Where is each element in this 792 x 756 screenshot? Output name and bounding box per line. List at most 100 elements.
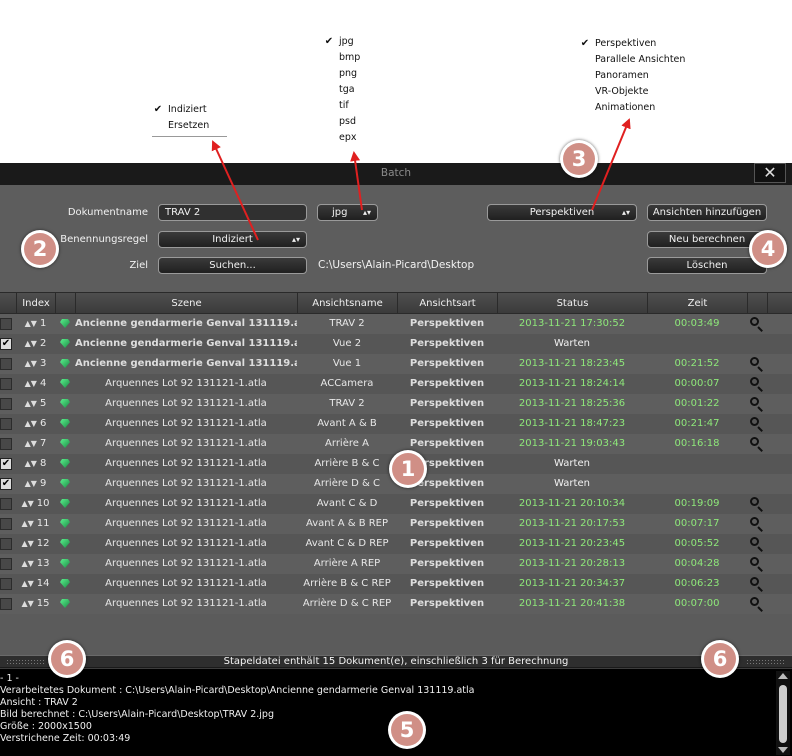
row-checkbox[interactable]: ✔ (0, 338, 12, 350)
row-index[interactable]: ▲▼ 6 (16, 414, 55, 434)
row-index[interactable]: ▲▼ 14 (16, 574, 55, 594)
up-down-arrows-icon[interactable]: ▲▼ (24, 359, 37, 368)
row-index[interactable]: ▲▼ 12 (16, 534, 55, 554)
magnifier-icon[interactable] (750, 317, 764, 332)
row-checkbox[interactable]: ✔ (0, 478, 12, 490)
magnifier-icon[interactable] (750, 377, 764, 392)
up-down-arrows-icon[interactable]: ▲▼ (24, 459, 37, 468)
resize-grip-left[interactable] (6, 659, 46, 664)
up-down-arrows-icon[interactable]: ▲▼ (21, 579, 34, 588)
add-views-button[interactable]: Ansichten hinzufügen (647, 204, 767, 221)
row-checkbox[interactable] (0, 578, 12, 590)
delete-button[interactable]: Löschen (647, 257, 767, 274)
row-index[interactable]: ▲▼ 1 (16, 314, 55, 334)
row-checkbox[interactable] (0, 438, 12, 450)
table-row[interactable]: ▲▼ 3 Ancienne gendarmerie Genval 131119.at… (0, 354, 792, 374)
menu-item-png[interactable]: png (323, 66, 360, 82)
resize-grip-right[interactable] (746, 659, 786, 664)
header-scene[interactable]: Szene (75, 293, 297, 314)
table-row[interactable]: ▲▼ 15 Arquennes Lot 92 131121-1.atla Arrièr… (0, 594, 792, 614)
magnifier-icon[interactable] (750, 357, 764, 372)
magnifier-icon[interactable] (750, 597, 764, 612)
magnifier-icon[interactable] (750, 437, 764, 452)
scroll-thumb[interactable] (779, 685, 787, 743)
menu-item-ersetzen[interactable]: Ersetzen (152, 118, 227, 134)
recompute-button[interactable]: Neu berechnen (647, 231, 767, 248)
up-down-arrows-icon[interactable]: ▲▼ (21, 539, 34, 548)
row-index[interactable]: ▲▼ 9 (16, 474, 55, 494)
close-button[interactable]: ✕ (754, 163, 786, 183)
header-view-type[interactable]: Ansichtsart (397, 293, 497, 314)
row-index[interactable]: ▲▼ 10 (16, 494, 55, 514)
row-checkbox[interactable] (0, 498, 12, 510)
menu-item-panoramen[interactable]: Panoramen (579, 68, 685, 84)
magnifier-icon[interactable] (750, 537, 764, 552)
menu-item-tga[interactable]: tga (323, 82, 360, 98)
row-index[interactable]: ▲▼ 15 (16, 594, 55, 614)
row-index[interactable]: ▲▼ 4 (16, 374, 55, 394)
up-down-arrows-icon[interactable]: ▲▼ (21, 599, 34, 608)
magnifier-icon[interactable] (750, 397, 764, 412)
row-checkbox[interactable] (0, 358, 12, 370)
menu-item-vr-objekte[interactable]: VR-Objekte (579, 84, 685, 100)
up-down-arrows-icon[interactable]: ▲▼ (21, 499, 34, 508)
up-down-arrows-icon[interactable]: ▲▼ (21, 559, 34, 568)
format-select[interactable]: jpg ▴▾ (317, 204, 378, 221)
row-checkbox[interactable] (0, 538, 12, 550)
menu-item-epx[interactable]: epx (323, 130, 360, 146)
menu-item-tif[interactable]: tif (323, 98, 360, 114)
row-checkbox[interactable]: ✔ (0, 458, 12, 470)
scroll-up-icon[interactable] (778, 673, 788, 679)
up-down-arrows-icon[interactable]: ▲▼ (24, 479, 37, 488)
menu-item-psd[interactable]: psd (323, 114, 360, 130)
table-row[interactable]: ▲▼ 1 Ancienne gendarmerie Genval 131119.at… (0, 314, 792, 334)
up-down-arrows-icon[interactable]: ▲▼ (24, 419, 37, 428)
log-scrollbar[interactable] (776, 671, 790, 755)
header-status[interactable]: Status (497, 293, 647, 314)
header-view-name[interactable]: Ansichtsname (297, 293, 397, 314)
row-checkbox[interactable] (0, 598, 12, 610)
row-index[interactable]: ▲▼ 8 (16, 454, 55, 474)
header-index[interactable]: Index (16, 293, 55, 314)
table-row[interactable]: ▲▼ 14 Arquennes Lot 92 131121-1.atla Arrièr… (0, 574, 792, 594)
table-row[interactable]: ▲▼ 13 Arquennes Lot 92 131121-1.atla Arrièr… (0, 554, 792, 574)
row-checkbox[interactable] (0, 558, 12, 570)
browse-button[interactable]: Suchen... (158, 257, 307, 274)
table-row[interactable]: ▲▼ 5 Arquennes Lot 92 131121-1.atla TRAV 2 P… (0, 394, 792, 414)
magnifier-icon[interactable] (750, 517, 764, 532)
row-index[interactable]: ▲▼ 5 (16, 394, 55, 414)
doc-name-input[interactable]: TRAV 2 (158, 204, 307, 221)
row-index[interactable]: ▲▼ 2 (16, 334, 55, 354)
up-down-arrows-icon[interactable]: ▲▼ (24, 439, 37, 448)
up-down-arrows-icon[interactable]: ▲▼ (24, 379, 37, 388)
header-time[interactable]: Zeit (647, 293, 747, 314)
table-row[interactable]: ▲▼ 6 Arquennes Lot 92 131121-1.atla Avant A… (0, 414, 792, 434)
row-index[interactable]: ▲▼ 7 (16, 434, 55, 454)
magnifier-icon[interactable] (750, 417, 764, 432)
magnifier-icon[interactable] (750, 557, 764, 572)
up-down-arrows-icon[interactable]: ▲▼ (24, 339, 37, 348)
table-row[interactable]: ▲▼ 4 Arquennes Lot 92 131121-1.atla ACCamer… (0, 374, 792, 394)
up-down-arrows-icon[interactable]: ▲▼ (24, 399, 37, 408)
table-row[interactable]: ▲▼ 11 Arquennes Lot 92 131121-1.atla Avant … (0, 514, 792, 534)
menu-item-perspektiven[interactable]: ✔ Perspektiven (579, 36, 685, 52)
row-checkbox[interactable] (0, 418, 12, 430)
scroll-down-icon[interactable] (778, 747, 788, 753)
table-row[interactable]: ▲▼ 10 Arquennes Lot 92 131121-1.atla Avant … (0, 494, 792, 514)
row-index[interactable]: ▲▼ 13 (16, 554, 55, 574)
table-row[interactable]: ▲▼ 7 Arquennes Lot 92 131121-1.atla Arrière… (0, 434, 792, 454)
menu-item-animationen[interactable]: Animationen (579, 100, 685, 116)
up-down-arrows-icon[interactable]: ▲▼ (24, 319, 37, 328)
table-row[interactable]: ✔ ▲▼ 2 Ancienne gendarmerie Genval 131119.a… (0, 334, 792, 354)
up-down-arrows-icon[interactable]: ▲▼ (21, 519, 34, 528)
menu-item-indiziert[interactable]: ✔ Indiziert (152, 102, 227, 118)
menu-item-bmp[interactable]: bmp (323, 50, 360, 66)
row-checkbox[interactable] (0, 518, 12, 530)
row-checkbox[interactable] (0, 318, 12, 330)
view-type-select[interactable]: Perspektiven ▴▾ (487, 204, 637, 221)
magnifier-icon[interactable] (750, 577, 764, 592)
menu-item-jpg[interactable]: ✔ jpg (323, 34, 360, 50)
row-checkbox[interactable] (0, 398, 12, 410)
naming-rule-select[interactable]: Indiziert ▴▾ (158, 231, 307, 248)
menu-item-parallele-ansichten[interactable]: Parallele Ansichten (579, 52, 685, 68)
